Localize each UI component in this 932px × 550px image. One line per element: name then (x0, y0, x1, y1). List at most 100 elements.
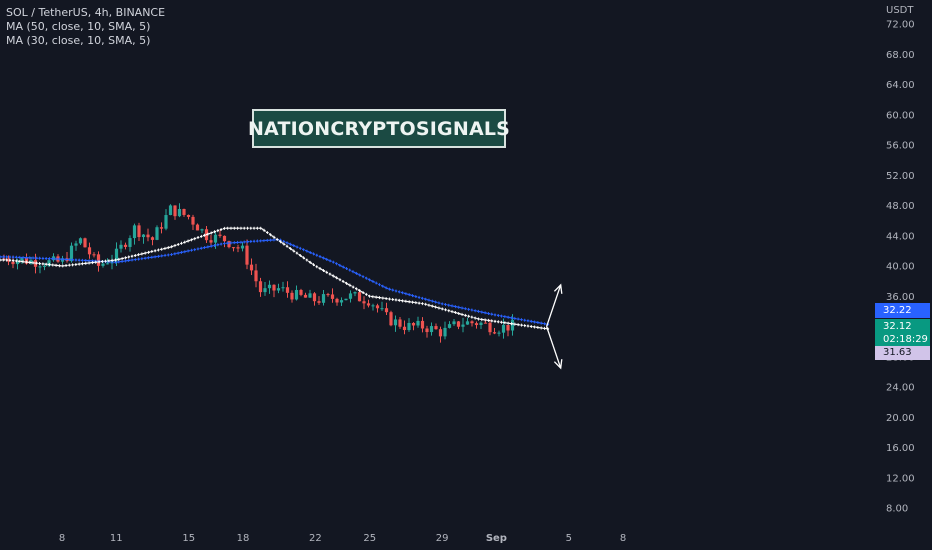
ma30-line-marker (457, 311, 460, 315)
candle-body (92, 254, 96, 256)
ma50-line-marker (407, 293, 411, 297)
ma50-line-marker (384, 286, 388, 290)
ma30-line-marker (223, 226, 226, 230)
ma30-line-marker (249, 226, 253, 230)
ma50-line-marker (295, 245, 299, 249)
ma30-line-marker (51, 263, 55, 267)
ma50-line-marker (223, 241, 226, 245)
ma50-line-marker (186, 249, 190, 253)
ma30-line-marker (233, 226, 236, 230)
price-axis[interactable]: USDT 72.00 68.00 64.00 60.00 56.00 52.00 48.00… (886, 5, 915, 515)
y-tick-label: 16.00 (886, 443, 915, 454)
ma30-line-marker (341, 279, 345, 283)
candle-body (240, 245, 245, 249)
candle-body (474, 323, 479, 326)
ma30-line-marker (335, 276, 338, 280)
ma30-line-marker (124, 256, 127, 260)
ma30-line-marker (401, 299, 404, 303)
candle-body (317, 301, 321, 303)
ma50-line-marker (157, 254, 160, 258)
ma50-line-marker (543, 322, 546, 326)
ma50-line-marker (335, 262, 338, 266)
ma30-line-marker (530, 325, 533, 329)
candle-body (321, 294, 326, 303)
x-tick-label: 11 (110, 533, 123, 544)
ma50-line-marker (173, 252, 177, 256)
candle-body (263, 288, 267, 293)
y-tick-label: 72.00 (886, 20, 915, 31)
indicator-ma30[interactable]: MA (30, close, 10, SMA, 5) (6, 34, 151, 47)
ma50-line-marker (266, 238, 269, 242)
ma30-line-marker (292, 249, 295, 253)
ma30-line-marker (246, 226, 249, 230)
ma30-line (0, 227, 550, 330)
y-tick-label: 68.00 (886, 50, 915, 61)
candle-body (119, 244, 123, 249)
ma50-line-marker (25, 256, 28, 260)
ma50-line-marker (127, 258, 130, 262)
ma30-line-marker (460, 312, 464, 316)
candle-body (69, 245, 74, 262)
ma50-line-marker (285, 241, 289, 245)
symbol-title[interactable]: SOL / TetherUS, 4h, BINANCE (6, 6, 166, 19)
ma50-line-marker (322, 256, 325, 260)
ma30-line-marker (378, 296, 381, 300)
ma50-line-marker (21, 256, 25, 260)
candle-body (285, 287, 290, 293)
ma50-line-marker (200, 246, 203, 250)
y-tick-label: 52.00 (886, 171, 915, 182)
ma30-line-marker (107, 259, 111, 263)
x-tick-label: 5 (566, 533, 572, 544)
ma50-line-marker (216, 243, 220, 247)
x-tick-label: 25 (363, 533, 376, 544)
candles-layer (2, 203, 515, 343)
ma50-line-marker (176, 251, 180, 255)
candle-body (83, 238, 87, 248)
ma30-line-marker (447, 309, 451, 313)
candle-body (141, 234, 146, 238)
ma50-line-marker (206, 245, 210, 249)
ma50-line-marker (371, 279, 375, 283)
ma30-line-marker (170, 245, 173, 249)
ma30-line-marker (384, 297, 388, 301)
candle-body (510, 319, 515, 331)
ma50-line-marker (282, 239, 286, 243)
ma50-line-marker (318, 255, 322, 259)
ma50-line-marker (246, 240, 249, 244)
ma30-line-marker (35, 261, 38, 265)
candle-body (506, 324, 510, 331)
candle-body (74, 243, 78, 246)
candle-body (438, 329, 443, 337)
ma30-line-marker (414, 301, 418, 305)
ma30-line-marker (38, 262, 41, 266)
arrow-up-icon (545, 284, 562, 327)
ma30-line-marker (120, 257, 124, 261)
ma50-line-marker (2, 255, 5, 259)
candle-body (164, 215, 168, 229)
ma30-line-marker (94, 260, 97, 264)
ma50-line-marker (219, 242, 223, 246)
ma50-line-marker (242, 240, 246, 244)
ma30-line-marker (266, 231, 269, 235)
candle-body (398, 319, 402, 327)
ma50-line-marker (302, 248, 305, 252)
x-tick-label: 22 (309, 533, 322, 544)
candle-body (173, 205, 177, 217)
ma30-line-marker (322, 268, 325, 272)
ma50-line-marker (68, 258, 71, 262)
indicator-ma50[interactable]: MA (50, close, 10, SMA, 5) (6, 20, 151, 33)
ma30-line-marker (325, 270, 328, 274)
ma50-line-marker (193, 248, 196, 252)
ma50-line-marker (236, 240, 239, 244)
ma30-line-marker (150, 250, 154, 254)
ma30-line-marker (450, 310, 454, 314)
ma30-line-marker (398, 298, 401, 302)
ma30-line-marker (493, 319, 497, 323)
ma50-line-marker (11, 255, 15, 259)
x-tick-label: 15 (182, 533, 195, 544)
candle-body (182, 208, 186, 215)
candle-body (501, 324, 506, 333)
ma30-line-marker (219, 228, 223, 232)
time-axis[interactable]: 8 11 15 18 22 25 29 Sep 5 8 (59, 533, 626, 544)
